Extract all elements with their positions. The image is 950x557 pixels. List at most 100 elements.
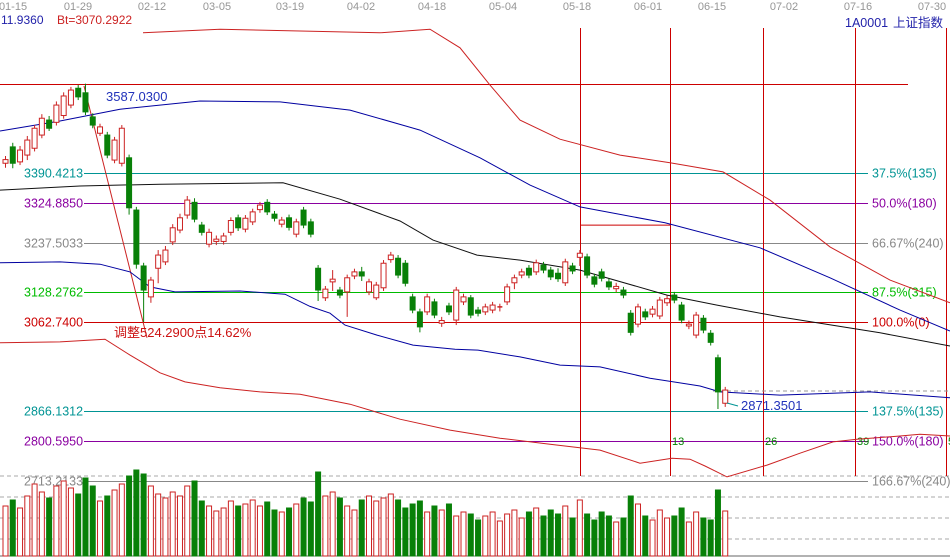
candlestick [555,268,562,282]
volume-bar [293,503,300,557]
gann-price-label: 2713.2133 [24,475,83,489]
volume-bar [155,493,162,557]
candle-body [664,298,671,304]
candle-body [656,299,663,317]
candlestick [140,262,147,322]
candlestick [678,301,685,324]
volume-bar [475,519,482,557]
volume-bar [678,507,685,557]
candlestick [576,250,583,266]
candle-body [227,220,234,233]
date-label: 04-02 [347,1,375,13]
volume-bar [402,507,409,557]
candlestick [242,215,249,233]
volume-bar [344,505,351,557]
volume-bar [227,500,234,557]
candle-body [89,116,96,126]
candlestick [584,253,591,279]
volume-bar [627,495,634,557]
volume-bar [82,477,89,557]
downtrend-line [83,85,148,338]
volume-bar [707,519,714,557]
fib-time-lines: 13 26 39 5 [580,28,950,476]
candlestick [598,268,605,282]
candle-body [198,224,205,233]
candle-body [380,262,387,289]
gann-price-label: 2866.1312 [24,405,83,419]
fib-time-label: 26 [765,436,777,448]
candle-body [678,304,685,321]
annotations: 3587.0300 调整524.2900点14.62% 2871.3501 [106,89,802,413]
candle-body [707,332,714,343]
volume-bar [642,515,649,557]
volume-bar [722,510,729,557]
candle-body [46,119,53,129]
candlestick [642,308,649,321]
volume-bar [336,497,343,557]
date-label: 01-15 [0,1,27,13]
candlestick [482,303,489,316]
candle-body [351,271,358,277]
volume-bar [409,503,416,557]
gann-percent-label: 87.5%(315) [872,286,937,300]
volume-bar [198,500,205,557]
candle-body [605,281,612,288]
header-overlay: 11.9360 Bt=3070.2922 1A0001 上证指数 [1,13,944,30]
candlestick [634,303,641,328]
candle-body [17,149,24,163]
gann-percent-label: 150.0%(180) [872,435,944,449]
candle-body [82,92,89,113]
candlestick [511,274,518,290]
candlestick [126,154,133,215]
volume-bar [467,513,474,557]
candlestick [38,114,45,139]
date-label: 03-05 [203,1,231,13]
volume-bar [438,509,445,557]
candle-body [111,139,118,161]
candle-body [714,357,721,393]
candlestick [460,293,467,306]
volume-bar [685,521,692,557]
candlestick [2,155,9,168]
candlestick [46,115,53,131]
volume-bar [387,493,394,557]
candlestick [562,258,569,286]
date-label: 07-02 [770,1,798,13]
candlestick [569,262,576,275]
candle-body [518,271,525,276]
volume-bar [351,509,358,557]
candlestick [613,282,620,293]
candle-body [75,87,82,98]
candle-body [693,314,700,336]
candlestick [162,245,169,266]
candlestick [264,199,271,216]
candle-body [169,227,176,243]
date-label: 02-12 [138,1,166,13]
gann-percent-label: 137.5%(135) [872,405,944,419]
candle-body [286,217,293,228]
volume-bar [431,505,438,557]
volume-bar [133,469,140,557]
volume-bar [249,499,256,557]
volume-bar [60,480,67,557]
candlestick [155,250,162,284]
candlestick [431,298,438,319]
candle-body [329,278,336,283]
candlestick [453,286,460,326]
volume-bar [605,515,612,557]
candlestick [176,213,183,234]
candlestick [497,303,503,312]
candle-body [162,249,169,263]
candle-body [97,126,104,134]
candlestick [147,276,154,303]
candle-body [213,238,220,242]
candle-body [722,389,729,404]
volume-bar [176,495,183,557]
candlestick [271,210,278,222]
candle-body [206,231,213,245]
candle-body [569,265,576,272]
candlestick [707,330,714,346]
candlestick [118,125,125,167]
candle-body [2,159,9,164]
